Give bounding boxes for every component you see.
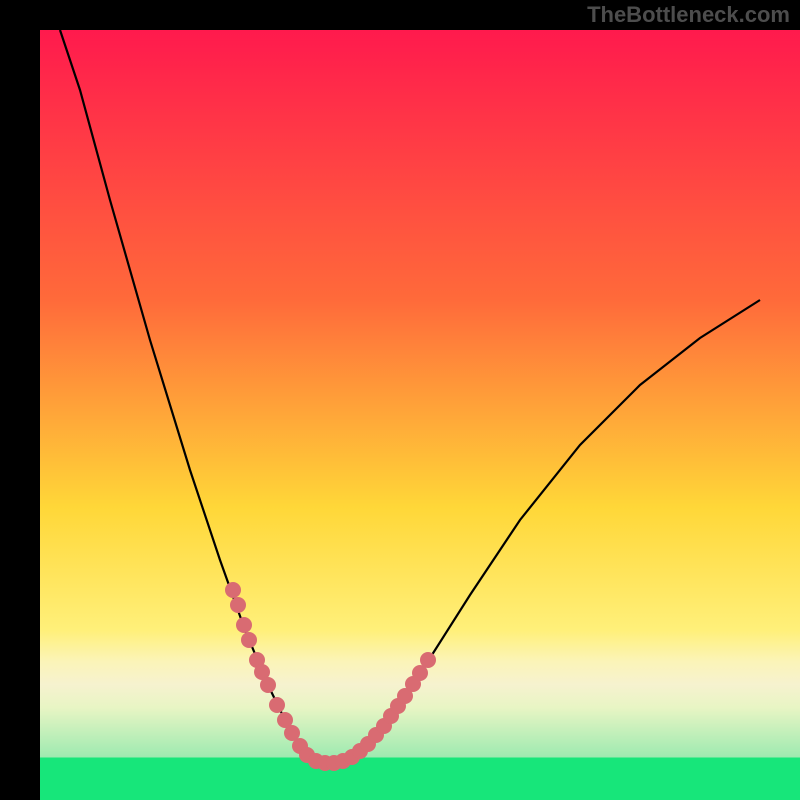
bottleneck-curve [60,30,760,762]
chart-frame: TheBottleneck.com [0,0,800,800]
curve-marker [241,632,257,648]
curve-marker [225,582,241,598]
curve-markers [225,582,436,771]
curve-marker [420,652,436,668]
curve-marker [236,617,252,633]
chart-svg [0,0,800,800]
watermark-text: TheBottleneck.com [587,2,790,28]
curve-marker [230,597,246,613]
curve-marker [269,697,285,713]
curve-marker [260,677,276,693]
